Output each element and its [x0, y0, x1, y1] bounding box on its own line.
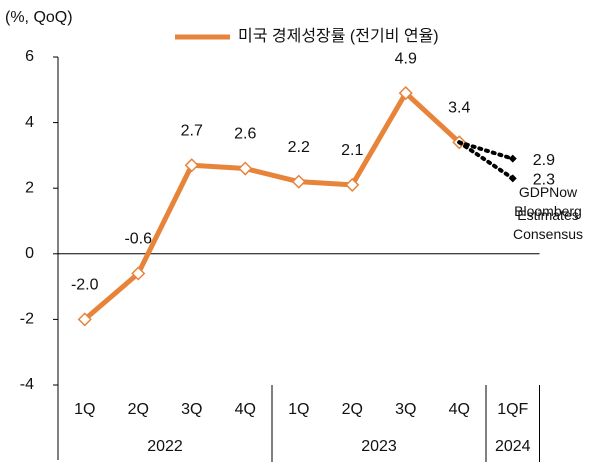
value-label: -0.6 — [124, 231, 152, 248]
value-label: 2.9 — [533, 152, 555, 169]
x-tick-label: 1Q — [288, 401, 309, 418]
group-label: 2022 — [147, 438, 183, 455]
value-label: 2.3 — [533, 172, 555, 189]
x-tick-label: 3Q — [395, 401, 416, 418]
value-label: 2.2 — [288, 139, 310, 156]
group-label: 2024 — [495, 438, 531, 455]
series-annotation: GDPNow Estimates — [517, 183, 579, 223]
y-tick-label: 0 — [25, 245, 34, 262]
dotted-line — [457, 140, 515, 181]
marker — [508, 154, 517, 163]
legend-label: 미국 경제성장률 (전기비 연율) — [238, 27, 439, 45]
marker — [345, 177, 360, 192]
marker — [291, 174, 306, 189]
y-tick-label: 2 — [25, 179, 34, 196]
marker — [77, 312, 92, 327]
x-tick-label: 3Q — [181, 401, 202, 418]
y-tick-label: -2 — [20, 311, 34, 328]
value-label: -2.0 — [71, 277, 99, 294]
value-label: 2.7 — [181, 122, 203, 139]
marker — [398, 86, 413, 101]
series-annotation: Bloomberg Consensus — [512, 203, 584, 243]
group-label: 2023 — [361, 438, 397, 455]
x-tick-label: 4Q — [235, 401, 256, 418]
y-tick-label: 4 — [25, 114, 34, 131]
series-line — [82, 90, 462, 322]
value-label: 2.6 — [234, 126, 256, 143]
marker — [131, 266, 146, 281]
marker — [238, 161, 253, 176]
value-label: 4.9 — [395, 50, 417, 67]
marker — [508, 174, 517, 183]
y-tick-label: -4 — [20, 376, 34, 393]
unit-label: (%, QoQ) — [5, 9, 73, 26]
y-tick-label: 6 — [25, 48, 34, 65]
value-label: 2.1 — [341, 142, 363, 159]
x-tick-label: 2Q — [128, 401, 149, 418]
x-tick-label: 2Q — [342, 401, 363, 418]
x-tick-label: 1QF — [497, 401, 528, 418]
x-tick-label: 1Q — [74, 401, 95, 418]
value-label: 3.4 — [448, 99, 470, 116]
dotted-line — [457, 140, 515, 161]
x-tick-label: 4Q — [449, 401, 470, 418]
marker — [184, 158, 199, 173]
